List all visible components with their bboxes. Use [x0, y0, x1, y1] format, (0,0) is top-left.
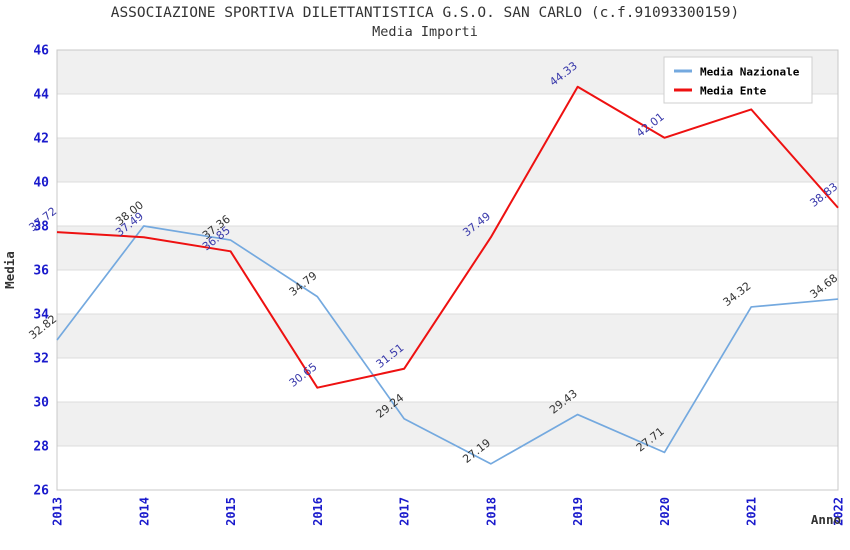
- x-tick-label: 2014: [137, 497, 151, 526]
- y-tick-label: 32: [33, 352, 49, 367]
- x-tick-label: 2019: [571, 497, 585, 526]
- y-axis-tick-labels: 46 44 42 40 38 36 34 32 30 28 26: [33, 44, 49, 499]
- plot-bands: [57, 50, 838, 490]
- y-tick-label: 36: [33, 264, 49, 279]
- series-line-media-nazionale: [56, 225, 839, 465]
- x-tick-label: 2013: [51, 497, 65, 526]
- y-tick-label: 40: [33, 176, 49, 191]
- legend-box: [663, 56, 813, 104]
- legend: Media Nazionale Media Ente: [663, 56, 813, 104]
- y-tick-label: 26: [33, 484, 49, 499]
- x-axis-title: Anno: [811, 512, 841, 527]
- chart-title: ASSOCIAZIONE SPORTIVA DILETTANTISTICA G.…: [110, 5, 740, 21]
- x-tick-label: 2021: [745, 497, 759, 526]
- y-tick-label: 42: [33, 132, 49, 147]
- y-axis-title: Media: [2, 251, 17, 289]
- plot-border: [56, 49, 839, 491]
- x-tick-label: 2017: [398, 497, 412, 526]
- legend-label-media-nazionale: Media Nazionale: [700, 66, 800, 79]
- y-tick-label: 30: [33, 396, 49, 411]
- x-tick-label: 2018: [484, 497, 498, 526]
- series-line-media-ente: [56, 85, 839, 389]
- legend-label-media-ente: Media Ente: [700, 85, 767, 98]
- x-tick-label: 2022: [832, 497, 846, 526]
- y-tick-label: 46: [33, 44, 49, 59]
- y-tick-label: 38: [33, 220, 49, 235]
- y-tick-label: 28: [33, 440, 49, 455]
- x-tick-label: 2016: [311, 497, 325, 526]
- gridlines: [57, 93, 838, 447]
- x-axis-tick-labels: 2013 2014 2015 2016 2017 2018 2019 2020 2021 2022: [51, 497, 846, 526]
- y-tick-label: 44: [33, 88, 49, 103]
- x-tick-label: 2020: [658, 497, 672, 526]
- chart-subtitle: Media Importi: [372, 24, 478, 40]
- x-tick-label: 2015: [224, 497, 238, 526]
- y-tick-label: 34: [33, 308, 49, 323]
